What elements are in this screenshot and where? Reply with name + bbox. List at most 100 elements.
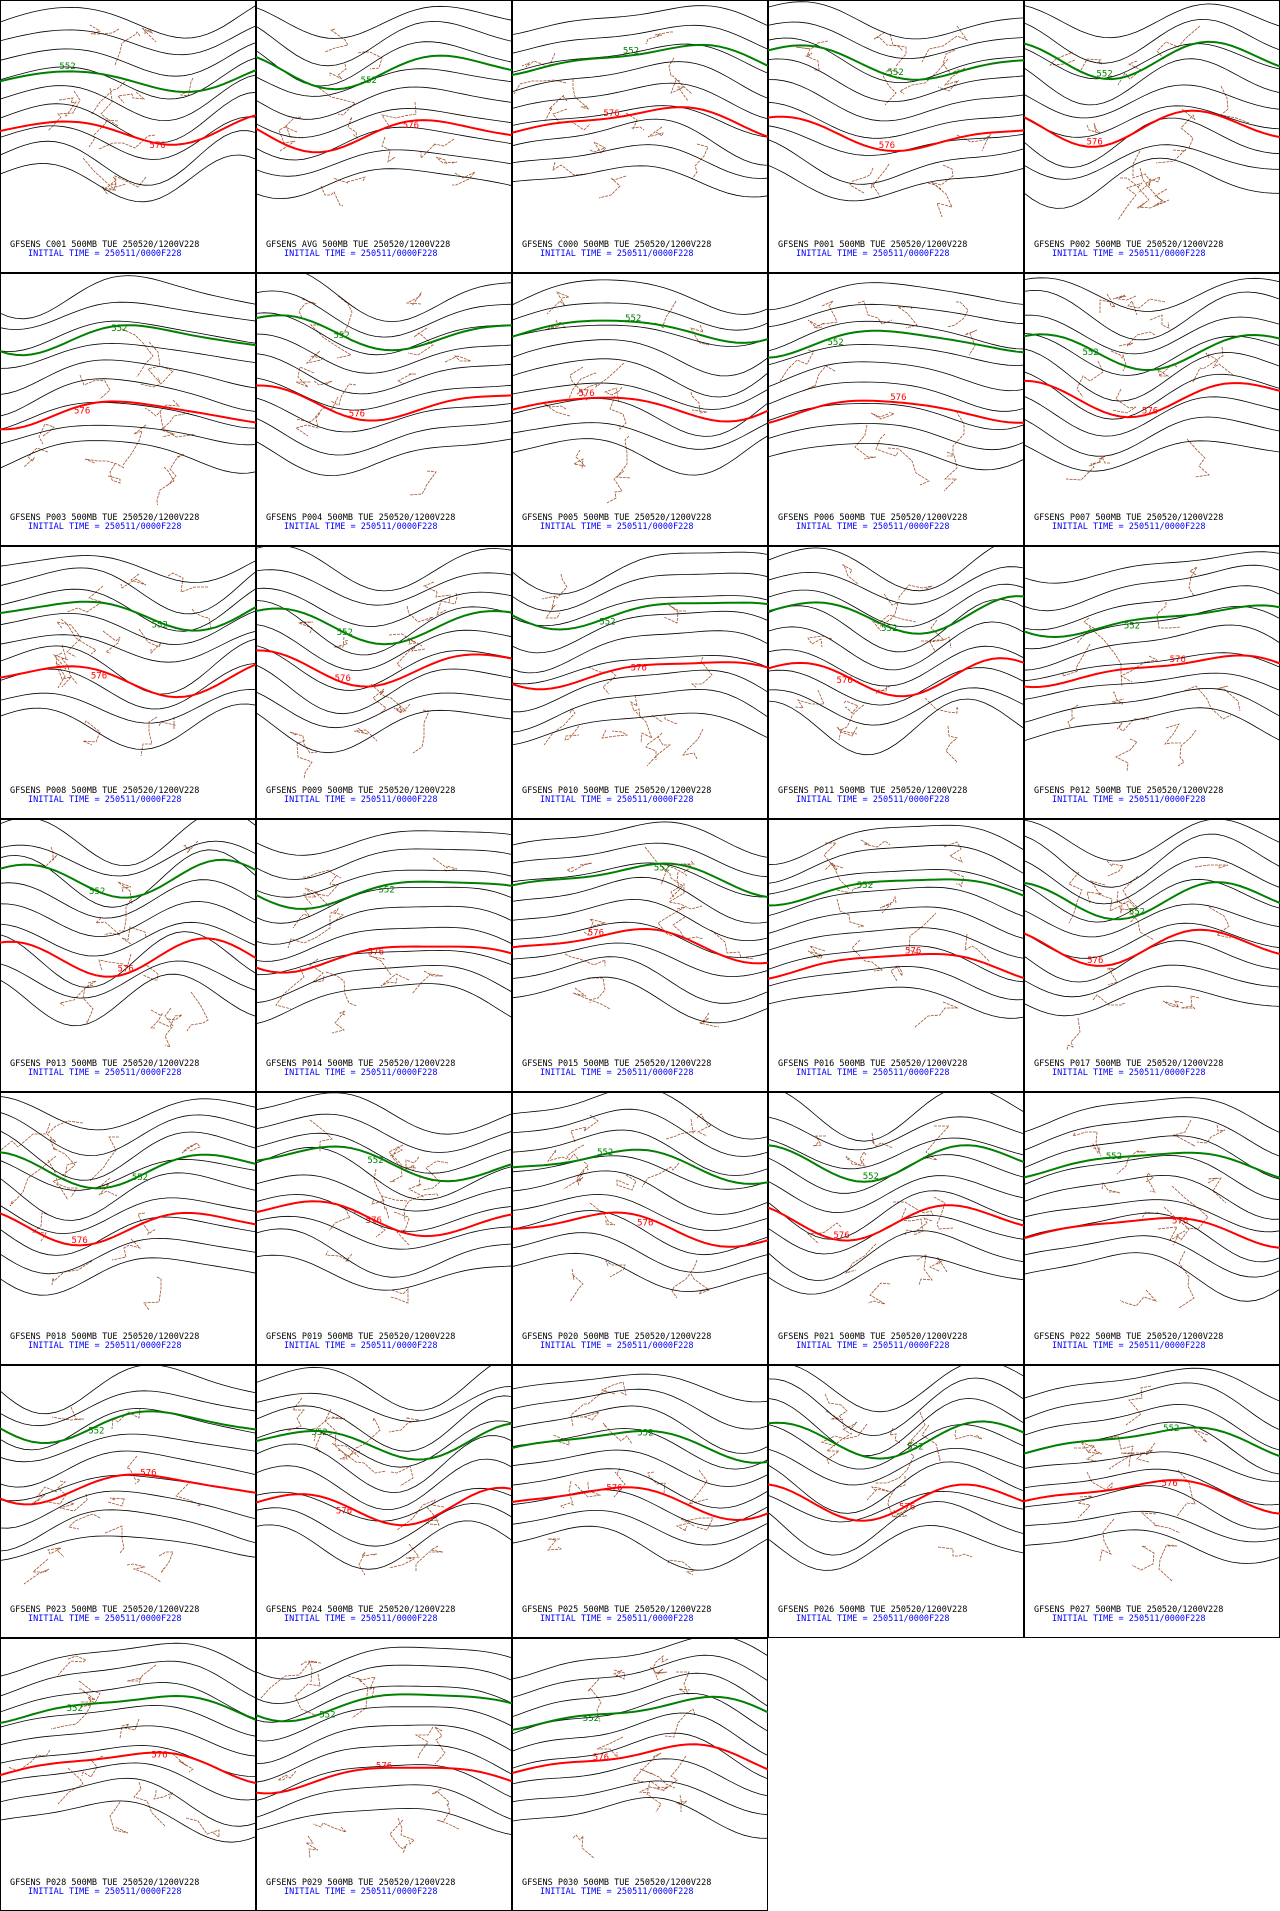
init-time: INITIAL TIME = 250511/0000F228 bbox=[1052, 522, 1206, 532]
contour-label: 552 bbox=[59, 62, 75, 72]
contour bbox=[768, 1, 1024, 40]
contour bbox=[0, 378, 256, 417]
contour bbox=[512, 630, 768, 674]
contour bbox=[256, 1724, 512, 1764]
init-time: INITIAL TIME = 250511/0000F228 bbox=[1052, 1068, 1206, 1078]
map-panel: 552 576 GFSENS P019 500MB TUE 250520/1200V… bbox=[256, 1092, 512, 1365]
contour bbox=[256, 312, 512, 356]
contour-label: 552 bbox=[89, 887, 105, 897]
init-time: INITIAL TIME = 250511/0000F228 bbox=[796, 1068, 950, 1078]
contour bbox=[0, 1433, 256, 1463]
init-time: INITIAL TIME = 250511/0000F228 bbox=[540, 795, 694, 805]
contour-label: 552 bbox=[152, 621, 168, 631]
contour-label: 576 bbox=[335, 674, 351, 684]
contour bbox=[1024, 585, 1280, 631]
contour bbox=[512, 1194, 768, 1232]
init-time: INITIAL TIME = 250511/0000F228 bbox=[796, 795, 950, 805]
contour-label: 552 bbox=[319, 1711, 335, 1721]
contour bbox=[512, 105, 768, 138]
contours: 552 576 bbox=[512, 551, 768, 767]
contour-highlight bbox=[768, 1204, 1024, 1242]
contour bbox=[512, 1758, 768, 1797]
contour bbox=[0, 1509, 256, 1552]
contour bbox=[512, 688, 768, 733]
contour-label: 552 bbox=[637, 1429, 653, 1439]
contour bbox=[1024, 43, 1280, 80]
contour-label: 576 bbox=[140, 1469, 156, 1479]
contour-highlight bbox=[768, 1420, 1024, 1460]
contour bbox=[1024, 564, 1280, 612]
coastline bbox=[1072, 1119, 1227, 1309]
contour-label: 552 bbox=[881, 624, 897, 634]
contour-label: 552 bbox=[132, 1173, 148, 1183]
init-time: INITIAL TIME = 250511/0000F228 bbox=[284, 1887, 438, 1897]
contour bbox=[768, 1230, 1024, 1281]
contour-highlight bbox=[768, 44, 1024, 81]
panel-frame bbox=[256, 0, 512, 273]
contour bbox=[1024, 922, 1280, 959]
contour-label: 576 bbox=[631, 664, 647, 674]
init-time: INITIAL TIME = 250511/0000F228 bbox=[28, 249, 182, 259]
contour bbox=[512, 339, 768, 377]
contour bbox=[256, 1664, 512, 1705]
contour-highlight bbox=[1024, 1479, 1280, 1515]
contour-label: 576 bbox=[833, 1231, 849, 1241]
contour-highlight bbox=[0, 937, 256, 978]
contour bbox=[0, 1172, 256, 1221]
contours: 552 576 bbox=[768, 1, 1024, 218]
contours: 552 576 bbox=[256, 1092, 512, 1304]
contour-label: 576 bbox=[606, 1483, 622, 1493]
contour bbox=[768, 282, 1024, 311]
contour bbox=[0, 320, 256, 353]
contour-highlight bbox=[256, 649, 512, 688]
contour bbox=[512, 118, 768, 166]
contour bbox=[256, 691, 512, 729]
contour-label: 552 bbox=[857, 881, 873, 891]
contour-highlight bbox=[512, 661, 768, 691]
contour bbox=[768, 381, 1024, 412]
map-panel: 552 576 GFSENS P005 500MB TUE 250520/1200V… bbox=[512, 273, 768, 546]
contour bbox=[256, 1420, 512, 1468]
init-time: INITIAL TIME = 250511/0000F228 bbox=[284, 1068, 438, 1078]
contour bbox=[0, 1257, 256, 1296]
contour bbox=[512, 1732, 768, 1780]
init-time: INITIAL TIME = 250511/0000F228 bbox=[284, 795, 438, 805]
contour bbox=[512, 1155, 768, 1190]
panel-title: GFSENS P017 500MB TUE 250520/1200V228 bbox=[1034, 1059, 1223, 1069]
map-panel: 552 576 GFSENS P016 500MB TUE 250520/1200V… bbox=[768, 819, 1024, 1092]
init-time: INITIAL TIME = 250511/0000F228 bbox=[540, 1614, 694, 1624]
contour bbox=[0, 1777, 256, 1827]
contour-highlight bbox=[512, 1148, 768, 1185]
contour bbox=[256, 1646, 512, 1680]
contour bbox=[768, 886, 1024, 917]
contour bbox=[512, 1108, 768, 1157]
coastline bbox=[547, 1381, 714, 1576]
map-panel: 552 576 GFSENS P006 500MB TUE 250520/1200V… bbox=[768, 273, 1024, 546]
contour-label: 552 bbox=[67, 1704, 83, 1714]
contour bbox=[768, 1397, 1024, 1457]
contour bbox=[768, 139, 1024, 185]
panel-title: GFSENS P030 500MB TUE 250520/1200V228 bbox=[522, 1878, 711, 1888]
map-panel: 552 576 GFSENS P029 500MB TUE 250520/1200V… bbox=[256, 1638, 512, 1911]
contour bbox=[512, 1232, 768, 1273]
contour-label: 552 bbox=[654, 863, 670, 873]
map-panel: 552 576 GFSENS P014 500MB TUE 250520/1200V… bbox=[256, 819, 512, 1092]
coastline bbox=[47, 24, 194, 196]
contour bbox=[512, 1170, 768, 1215]
contour bbox=[512, 1449, 768, 1488]
contour bbox=[256, 1146, 512, 1201]
contour bbox=[0, 588, 256, 632]
contour-highlight bbox=[1024, 654, 1280, 689]
map-panel: 552 576 GFSENS P022 500MB TUE 250520/1200V… bbox=[1024, 1092, 1280, 1365]
contour bbox=[0, 555, 256, 583]
contour bbox=[512, 43, 768, 74]
contour bbox=[1024, 652, 1280, 682]
contour bbox=[512, 862, 768, 898]
contour bbox=[768, 621, 1024, 671]
contour-label: 576 bbox=[905, 946, 921, 956]
contour bbox=[512, 712, 768, 746]
contour bbox=[1024, 105, 1280, 138]
init-time: INITIAL TIME = 250511/0000F228 bbox=[1052, 795, 1206, 805]
contour-highlight bbox=[768, 1483, 1024, 1522]
contour-label: 576 bbox=[118, 965, 134, 975]
